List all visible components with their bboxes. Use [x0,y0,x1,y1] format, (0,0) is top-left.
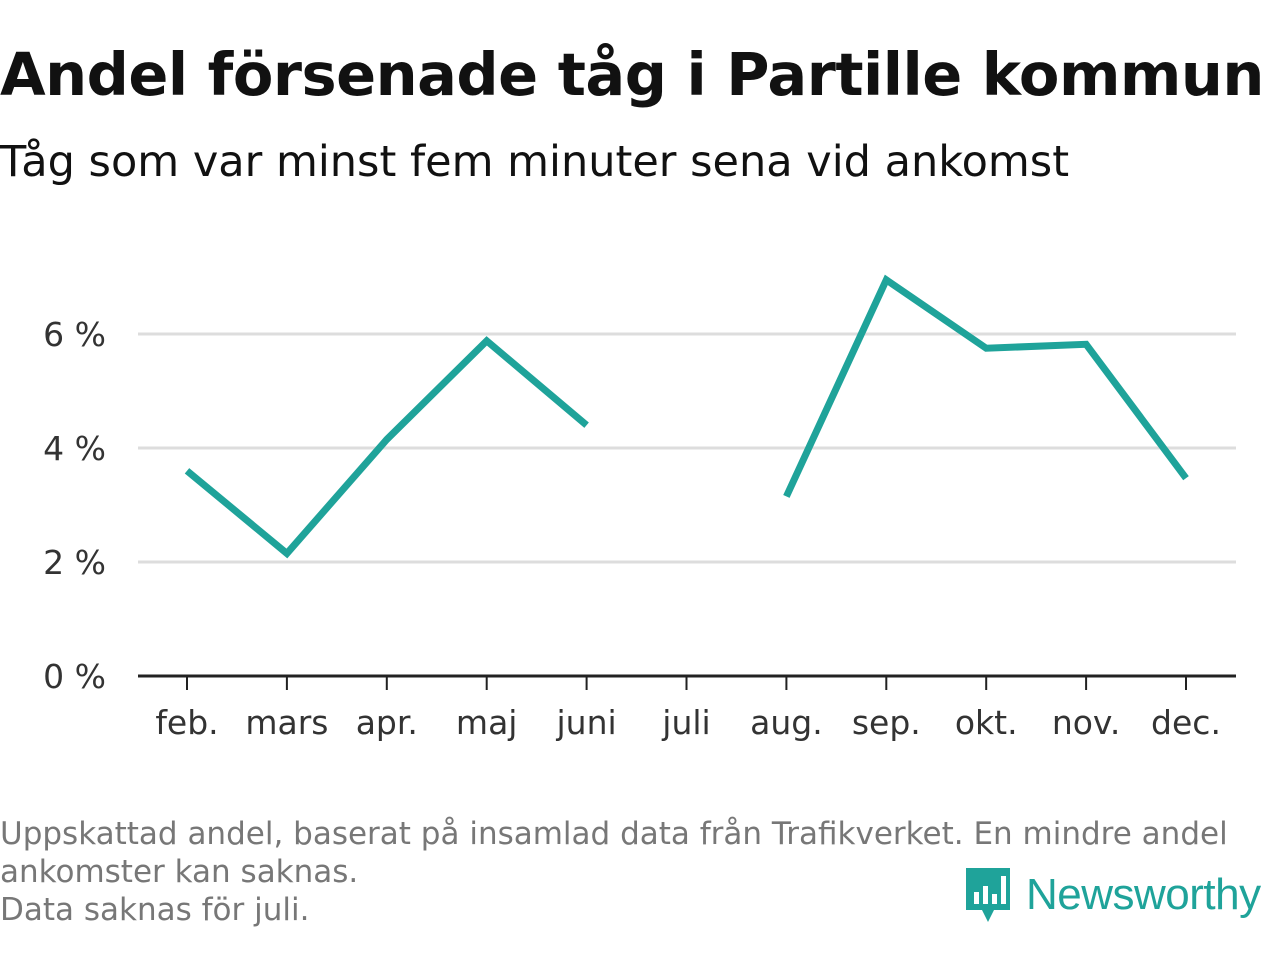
x-tick-label: okt. [955,703,1018,742]
x-tick-label: maj [456,703,518,742]
x-axis-ticks: feb. mars apr. maj juni juli aug. sep. okt. nov. d… [155,676,1221,742]
x-tick-label: juli [661,703,710,742]
x-tick-label: nov. [1052,703,1121,742]
x-tick-label: feb. [155,703,218,742]
footnote-line: ankomster kan saknas. [0,854,359,890]
y-axis-ticks: 0 % 2 % 4 % 6 % [43,315,106,696]
brand-logo[interactable]: Newsworthy [962,862,1261,928]
x-tick-label: juni [556,703,617,742]
footnote-line: Data saknas för juli. [0,892,310,928]
x-tick-label: apr. [356,703,418,742]
x-tick-label: mars [245,703,328,742]
x-tick-label: dec. [1151,703,1221,742]
y-tick-label: 6 % [43,315,106,354]
footnote-line: Uppskattad andel, baserat på insamlad da… [0,816,1228,852]
series-line-segment [184,336,589,559]
x-tick-label: sep. [852,703,921,742]
footnote: Uppskattad andel, baserat på insamlad da… [0,815,1270,929]
gridlines [138,332,1236,564]
chart-subtitle: Tåg som var minst fem minuter sena vid a… [0,137,1070,187]
line-chart: 0 % 2 % 4 % 6 % feb. mars apr. maj juni juli aug.… [43,274,1236,742]
y-tick-label: 4 % [43,429,106,468]
series-lines [184,274,1189,559]
x-tick-label: aug. [750,703,823,742]
brand-name: Newsworthy [1026,870,1261,919]
chart-title: Andel försenade tåg i Partille kommun [0,40,1264,109]
newsworthy-logo-icon [966,868,1010,922]
y-tick-label: 0 % [43,657,106,696]
series-line-segment [783,274,1189,498]
y-tick-label: 2 % [43,543,106,582]
